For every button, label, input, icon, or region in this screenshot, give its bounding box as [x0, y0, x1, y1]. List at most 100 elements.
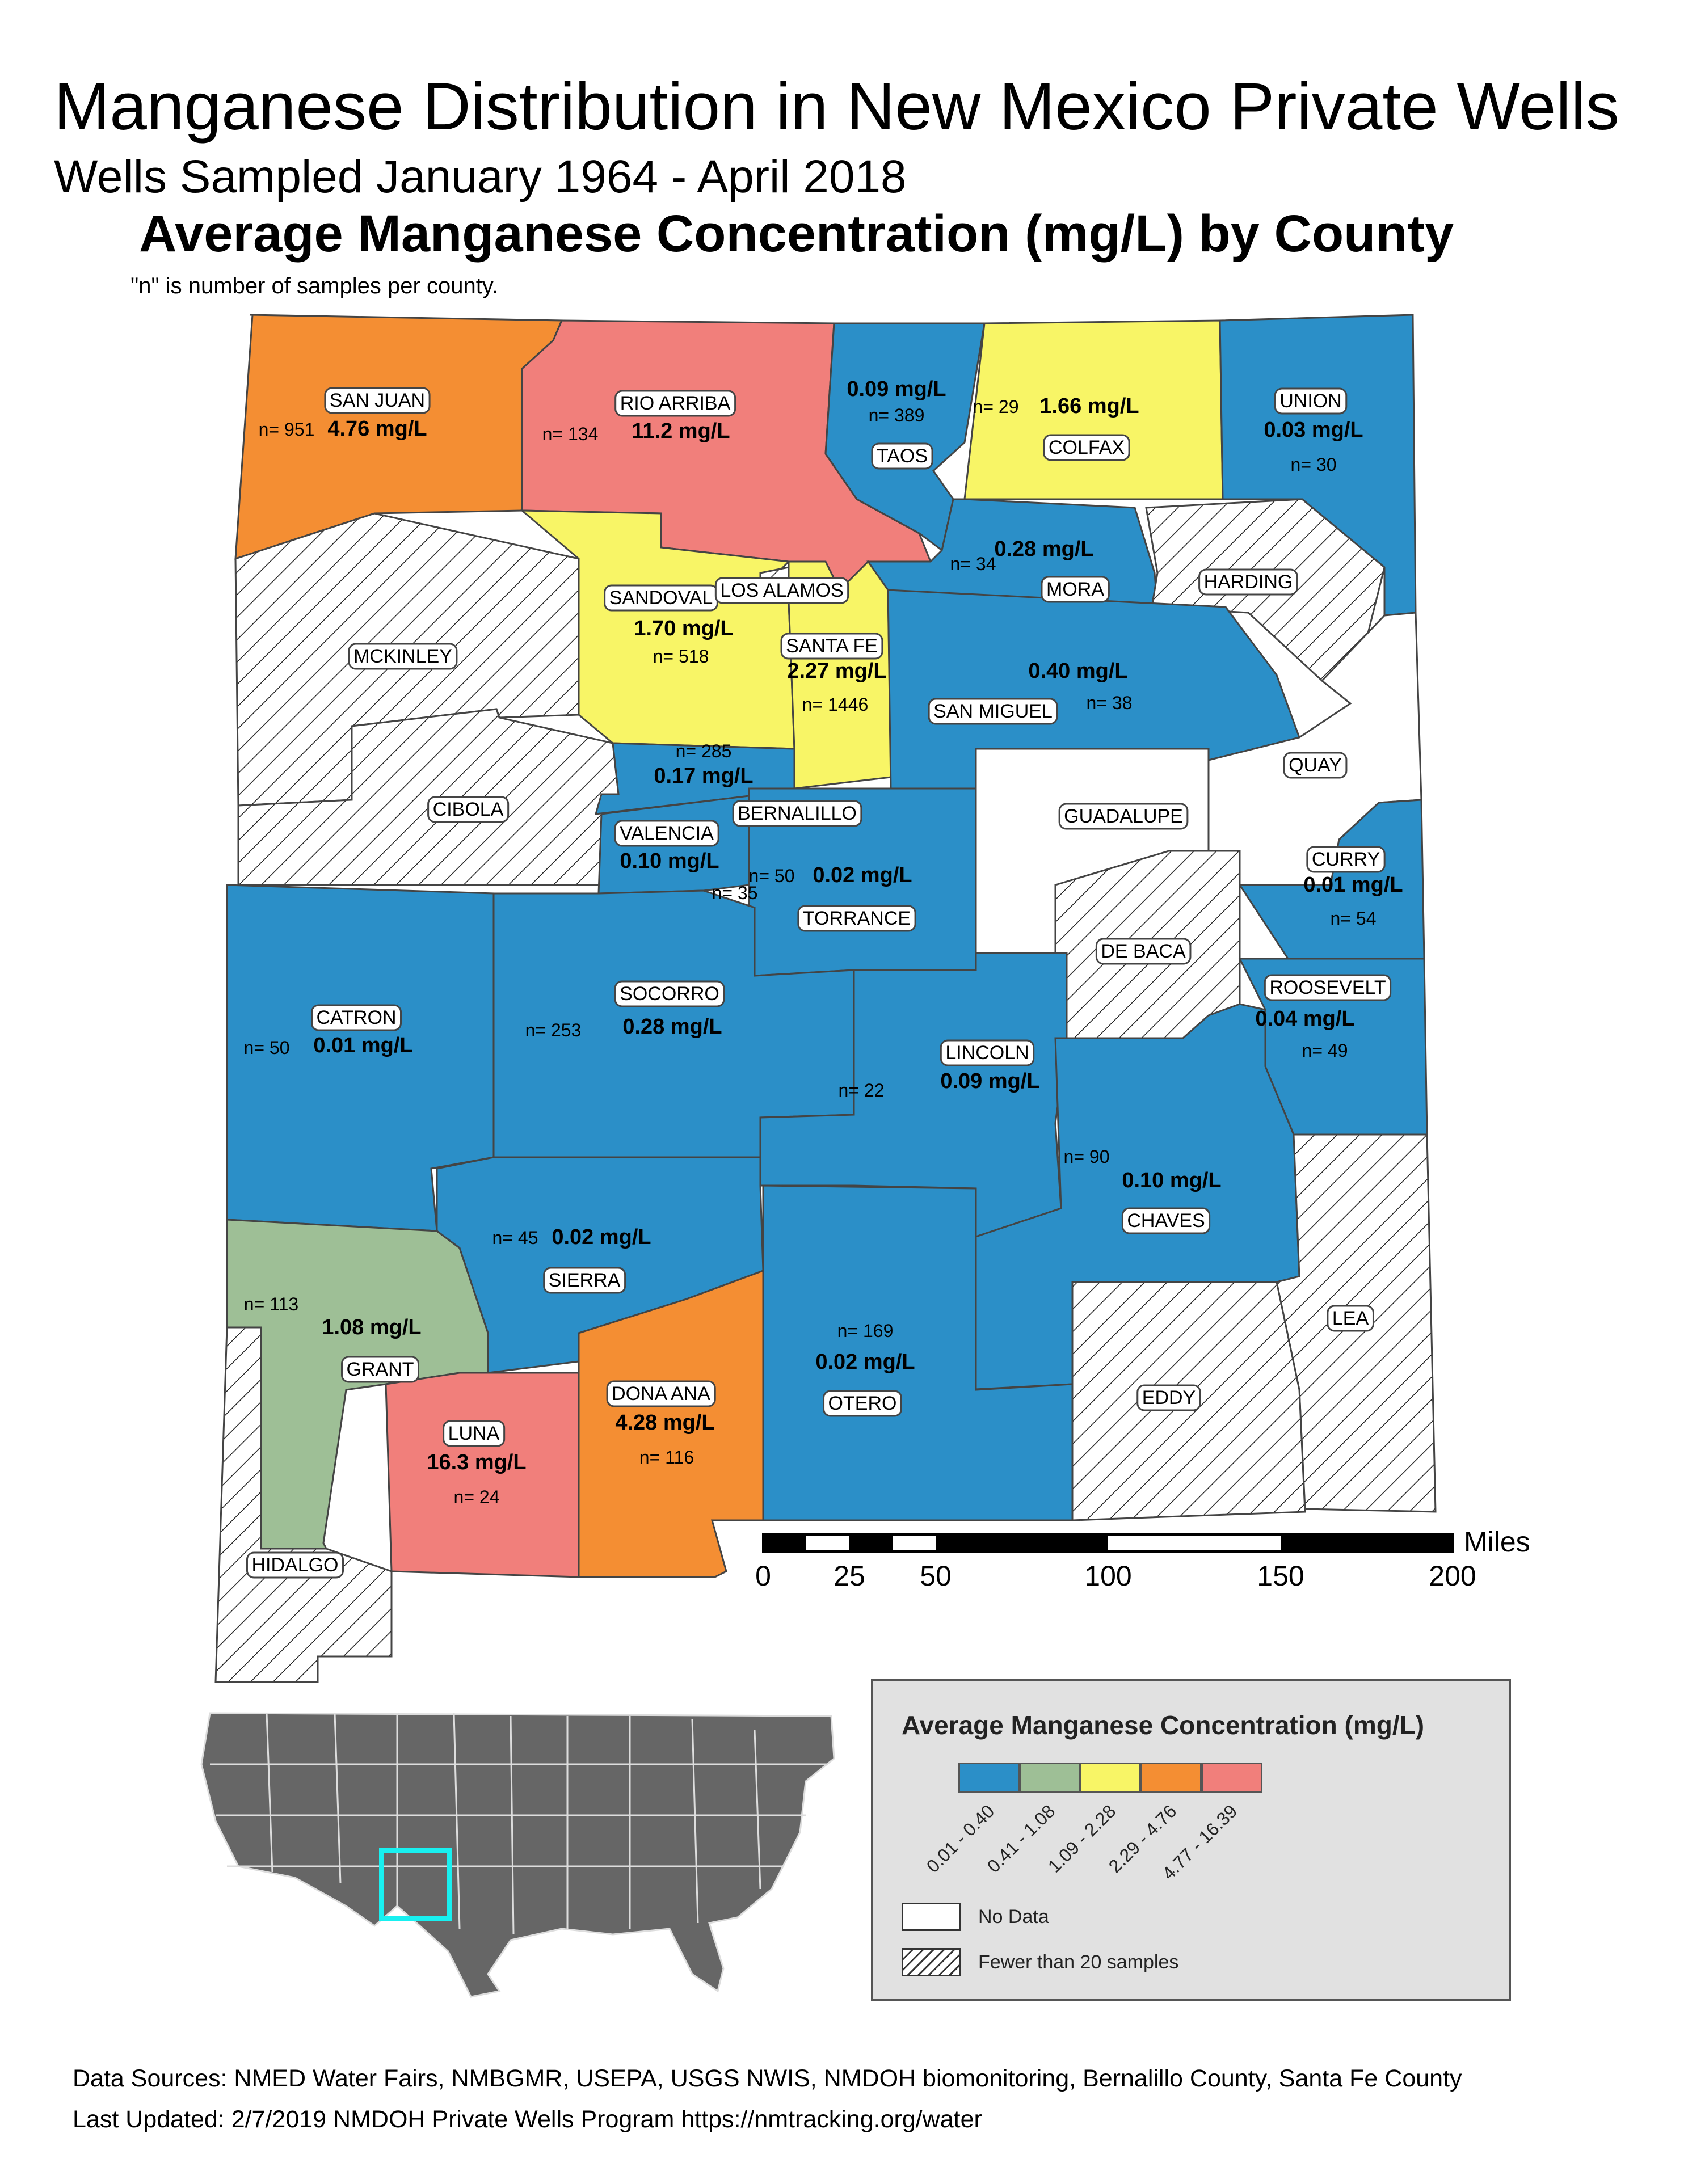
county-name: HIDALGO	[251, 1554, 338, 1576]
county-value: 1.66 mg/L	[1039, 394, 1139, 418]
county-sample-count: n= 22	[839, 1080, 885, 1101]
county-value: 0.01 mg/L	[313, 1034, 412, 1057]
county-value: 0.04 mg/L	[1255, 1007, 1354, 1031]
county-name: BERNALILLO	[738, 803, 857, 824]
county-label-cibola: CIBOLA	[427, 796, 510, 823]
county-label-mora: MORA	[1041, 576, 1110, 603]
county-label-los-alamos: LOS ALAMOS	[714, 577, 849, 604]
county-value: 0.10 mg/L	[620, 849, 719, 873]
county-name: RIO ARRIBA	[620, 393, 731, 414]
county-sample-count: n= 1446	[802, 694, 869, 715]
county-name: SANTA FE	[786, 635, 878, 657]
county-name-box	[1327, 1305, 1374, 1332]
map-heading: Average Manganese Concentration (mg/L) b…	[139, 205, 1454, 263]
county-value: 0.40 mg/L	[1028, 659, 1127, 683]
county-label-bernalillo: BERNALILLO	[732, 800, 862, 827]
county-value: 4.28 mg/L	[615, 1411, 714, 1435]
county-label-guadalupe: GUADALUPE	[1058, 803, 1189, 830]
county-dona-ana[interactable]	[578, 1269, 764, 1578]
county-label-colfax: COLFAX	[1043, 434, 1130, 461]
county-label-hidalgo: HIDALGO	[246, 1551, 344, 1579]
county-value: 0.09 mg/L	[847, 377, 946, 401]
county-value: 0.28 mg/L	[994, 537, 1093, 561]
county-name-box	[940, 1039, 1035, 1066]
county-label-de-baca: DE BACA	[1095, 938, 1192, 965]
county-label-san-miguel: SAN MIGUEL	[928, 698, 1058, 725]
county-name-box	[1283, 752, 1348, 779]
county-name: SAN MIGUEL	[933, 701, 1053, 722]
county-name: OTERO	[828, 1393, 897, 1414]
county-name: SIERRA	[549, 1270, 621, 1291]
county-value: 0.09 mg/L	[940, 1069, 1039, 1093]
county-name: GUADALUPE	[1064, 806, 1183, 827]
county-value: 0.02 mg/L	[552, 1225, 651, 1249]
county-name-box	[823, 1390, 902, 1417]
county-sample-count: n= 134	[542, 424, 599, 444]
county-label-torrance: TORRANCE	[797, 905, 916, 932]
county-name: MCKINLEY	[353, 646, 452, 667]
county-name-box	[797, 905, 916, 932]
legend: Average Manganese Concentration (mg/L) 0…	[871, 1679, 1511, 2001]
county-name: LEA	[1332, 1308, 1369, 1329]
new-mexico-highlight	[379, 1848, 452, 1921]
county-name-box	[614, 820, 719, 847]
county-value: 0.10 mg/L	[1122, 1169, 1221, 1192]
county-name-box	[1043, 434, 1130, 461]
scale-unit: Miles	[1464, 1526, 1530, 1558]
county-name-box	[928, 698, 1058, 725]
county-label-harding: HARDING	[1198, 568, 1298, 596]
county-sample-count: n= 50	[244, 1038, 290, 1058]
legend-swatch	[1019, 1763, 1080, 1793]
county-label-luna: LUNA	[443, 1420, 506, 1447]
county-name: TORRANCE	[803, 908, 911, 929]
county-sample-count: n= 951	[259, 419, 315, 440]
county-label-quay: QUAY	[1283, 752, 1348, 779]
county-name: ROOSEVELT	[1269, 977, 1386, 998]
county-name: HARDING	[1204, 571, 1293, 593]
county-value: 1.08 mg/L	[322, 1316, 421, 1339]
map-subtitle: Wells Sampled January 1964 - April 2018	[54, 151, 907, 203]
county-label-catron: CATRON	[310, 1004, 402, 1031]
county-sample-count: n= 169	[837, 1321, 894, 1341]
county-name: LOS ALAMOS	[720, 580, 843, 601]
county-value: 0.28 mg/L	[622, 1015, 722, 1039]
county-name: COLFAX	[1049, 437, 1125, 458]
county-name-box	[1095, 938, 1192, 965]
county-label-dona-ana: DONA ANA	[606, 1380, 716, 1407]
footer-updated: Last Updated: 2/7/2019 NMDOH Private Wel…	[73, 2106, 982, 2133]
county-sample-count: n= 253	[525, 1020, 582, 1040]
county-name: LUNA	[448, 1423, 500, 1444]
county-name: GRANT	[347, 1359, 414, 1380]
county-sample-count: n= 35	[712, 883, 758, 903]
county-label-lincoln: LINCOLN	[940, 1039, 1035, 1066]
county-label-union: UNION	[1274, 387, 1348, 415]
county-sample-count: n= 34	[950, 554, 996, 574]
county-sample-count: n= 38	[1087, 693, 1133, 713]
county-name-box	[246, 1551, 344, 1579]
county-name-box	[1306, 846, 1386, 873]
county-name: VALENCIA	[620, 823, 714, 844]
county-luna[interactable]	[385, 1372, 580, 1578]
county-name-box	[871, 442, 933, 470]
us-locator-map	[200, 1712, 835, 1998]
county-name-box	[1274, 387, 1348, 415]
county-sample-count: n= 518	[653, 646, 709, 667]
county-name-box	[348, 643, 458, 670]
scale-tick: 25	[834, 1560, 865, 1592]
county-name-box	[1041, 576, 1110, 603]
county-name-box	[1136, 1384, 1201, 1411]
county-label-eddy: EDDY	[1136, 1384, 1201, 1411]
county-sample-count: n= 90	[1064, 1146, 1110, 1167]
county-label-chaves: CHAVES	[1121, 1207, 1211, 1234]
county-hidalgo[interactable]	[214, 1326, 393, 1683]
county-value: 0.02 mg/L	[815, 1350, 915, 1374]
county-sample-count: n= 49	[1302, 1040, 1348, 1061]
footer-sources: Data Sources: NMED Water Fairs, NMBGMR, …	[73, 2065, 1462, 2092]
county-name-box	[614, 980, 725, 1007]
county-union[interactable]	[1219, 314, 1417, 617]
county-name-box	[543, 1267, 626, 1294]
county-sample-count: n= 45	[492, 1228, 538, 1248]
county-value: 4.76 mg/L	[327, 417, 427, 441]
scale-tick: 150	[1257, 1560, 1304, 1592]
